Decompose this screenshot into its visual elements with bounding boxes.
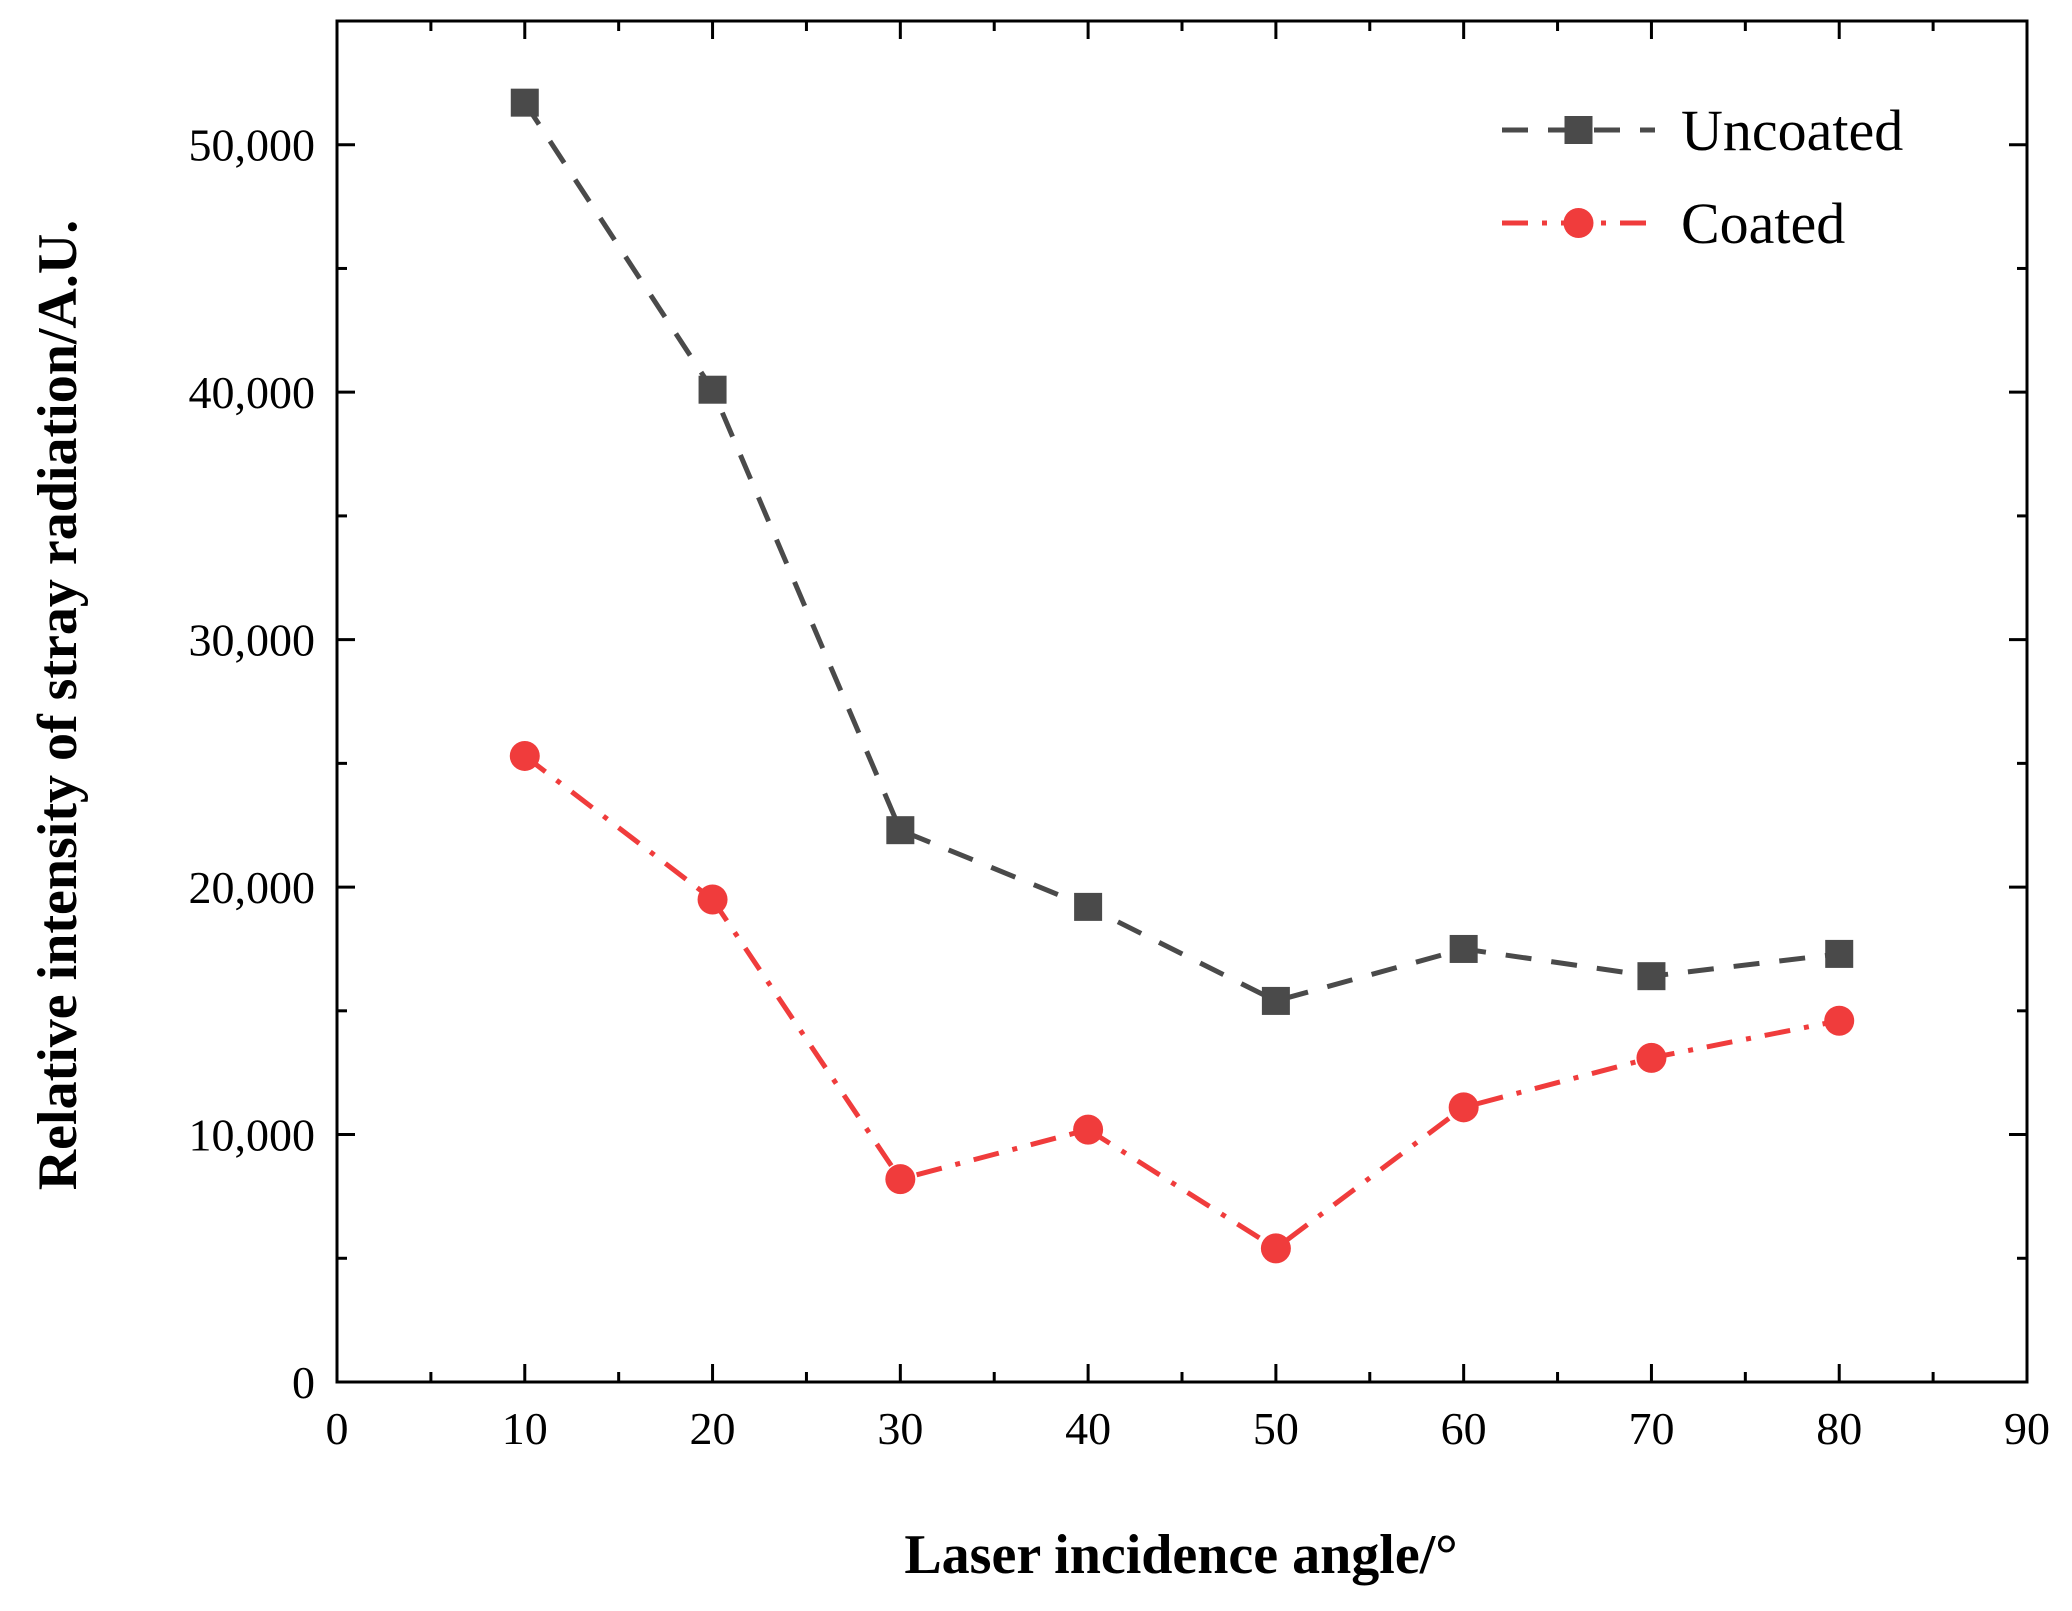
minor-ticks (337, 19, 2027, 1382)
data-point-uncoated (1261, 986, 1290, 1015)
legend-marker (1563, 208, 1594, 238)
x-tick-label: 20 (690, 1403, 736, 1454)
legend-item-uncoated: Uncoated (1502, 98, 1903, 163)
legend-item-coated: Coated (1502, 191, 1845, 256)
x-tick-label: 50 (1253, 1403, 1299, 1454)
x-tick-labels: 0 10 20 30 40 50 60 70 80 90 (326, 1403, 2051, 1454)
major-ticks (335, 21, 2029, 1384)
x-tick-label: 90 (2004, 1403, 2050, 1454)
series-coated (509, 740, 1855, 1264)
y-tick-label: 20,000 (189, 862, 316, 913)
series-line-uncoated (522, 101, 1840, 1004)
legend-label: Coated (1681, 191, 1845, 256)
data-point-uncoated (886, 816, 915, 845)
x-tick-label: 10 (502, 1403, 548, 1454)
data-point-coated (697, 884, 728, 915)
x-tick-label: 30 (877, 1403, 923, 1454)
x-tick-label: 0 (326, 1403, 349, 1454)
series-uncoated (510, 88, 1854, 1015)
y-tick-label: 0 (292, 1357, 315, 1408)
legend: Uncoated Coated (1502, 98, 1903, 256)
y-tick-label: 40,000 (189, 367, 316, 418)
data-point-uncoated (698, 375, 727, 404)
legend-marker (1564, 116, 1593, 144)
data-point-coated (1073, 1114, 1104, 1145)
y-tick-label: 30,000 (189, 615, 316, 666)
y-tick-label: 10,000 (189, 1110, 316, 1161)
data-point-uncoated (1074, 892, 1103, 921)
data-point-coated (509, 740, 540, 771)
x-tick-label: 60 (1441, 1403, 1487, 1454)
data-point-uncoated (1825, 939, 1854, 968)
data-point-uncoated (1449, 934, 1478, 963)
x-tick-label: 80 (1816, 1403, 1862, 1454)
x-tick-label: 40 (1065, 1403, 1111, 1454)
series-layer (509, 88, 1855, 1264)
y-tick-label: 50,000 (189, 120, 316, 171)
data-point-coated (1824, 1005, 1855, 1036)
data-point-coated (1636, 1042, 1667, 1073)
plot-frame (335, 19, 2029, 1384)
y-tick-labels: 0 10,000 20,000 30,000 40,000 50,000 (189, 120, 316, 1408)
y-axis-title: Relative intensity of stray radiation/A.… (27, 220, 89, 1191)
data-point-coated (1448, 1092, 1479, 1123)
data-point-coated (885, 1164, 916, 1195)
x-axis-title: Laser incidence angle/° (904, 1524, 1457, 1586)
x-tick-label: 70 (1628, 1403, 1674, 1454)
data-point-uncoated (1637, 962, 1666, 991)
legend-label: Uncoated (1681, 98, 1903, 163)
data-point-coated (1260, 1233, 1291, 1264)
data-point-uncoated (510, 88, 539, 117)
